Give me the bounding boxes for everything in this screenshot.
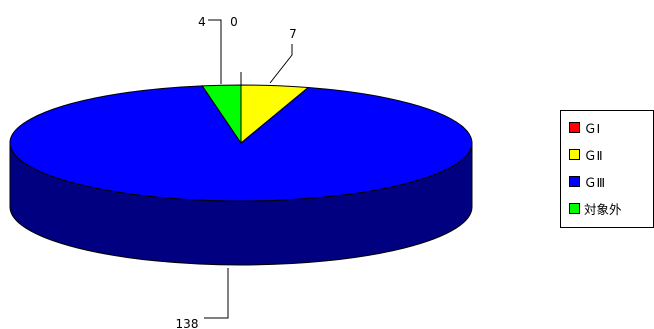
legend-label-1: ＧⅡ	[584, 147, 603, 163]
legend-label-3: 対象外	[584, 201, 622, 217]
legend-swatch-1	[569, 148, 580, 160]
data-label-3: 4	[198, 15, 206, 29]
leader-line-3	[208, 19, 222, 84]
data-labels: 0 7 138 4	[176, 15, 297, 329]
legend-item-0: ＧⅠ	[569, 119, 601, 136]
legend-swatch-3	[569, 202, 580, 214]
leader-line-2	[204, 268, 229, 319]
legend: ＧⅠ ＧⅡ ＧⅢ 対象外	[560, 110, 654, 228]
legend-swatch-0	[569, 121, 580, 133]
legend-item-1: ＧⅡ	[569, 146, 603, 163]
legend-item-2: ＧⅢ	[569, 173, 606, 190]
legend-swatch-2	[569, 175, 580, 187]
data-label-1: 7	[289, 27, 297, 41]
legend-label-0: ＧⅠ	[584, 120, 601, 136]
pie-top	[9, 84, 473, 202]
legend-item-3: 対象外	[569, 200, 622, 217]
data-label-2: 138	[176, 317, 199, 329]
leader-lines	[204, 19, 293, 319]
leader-line-1	[269, 44, 293, 84]
data-label-0: 0	[230, 15, 238, 29]
legend-label-2: ＧⅢ	[584, 174, 606, 190]
